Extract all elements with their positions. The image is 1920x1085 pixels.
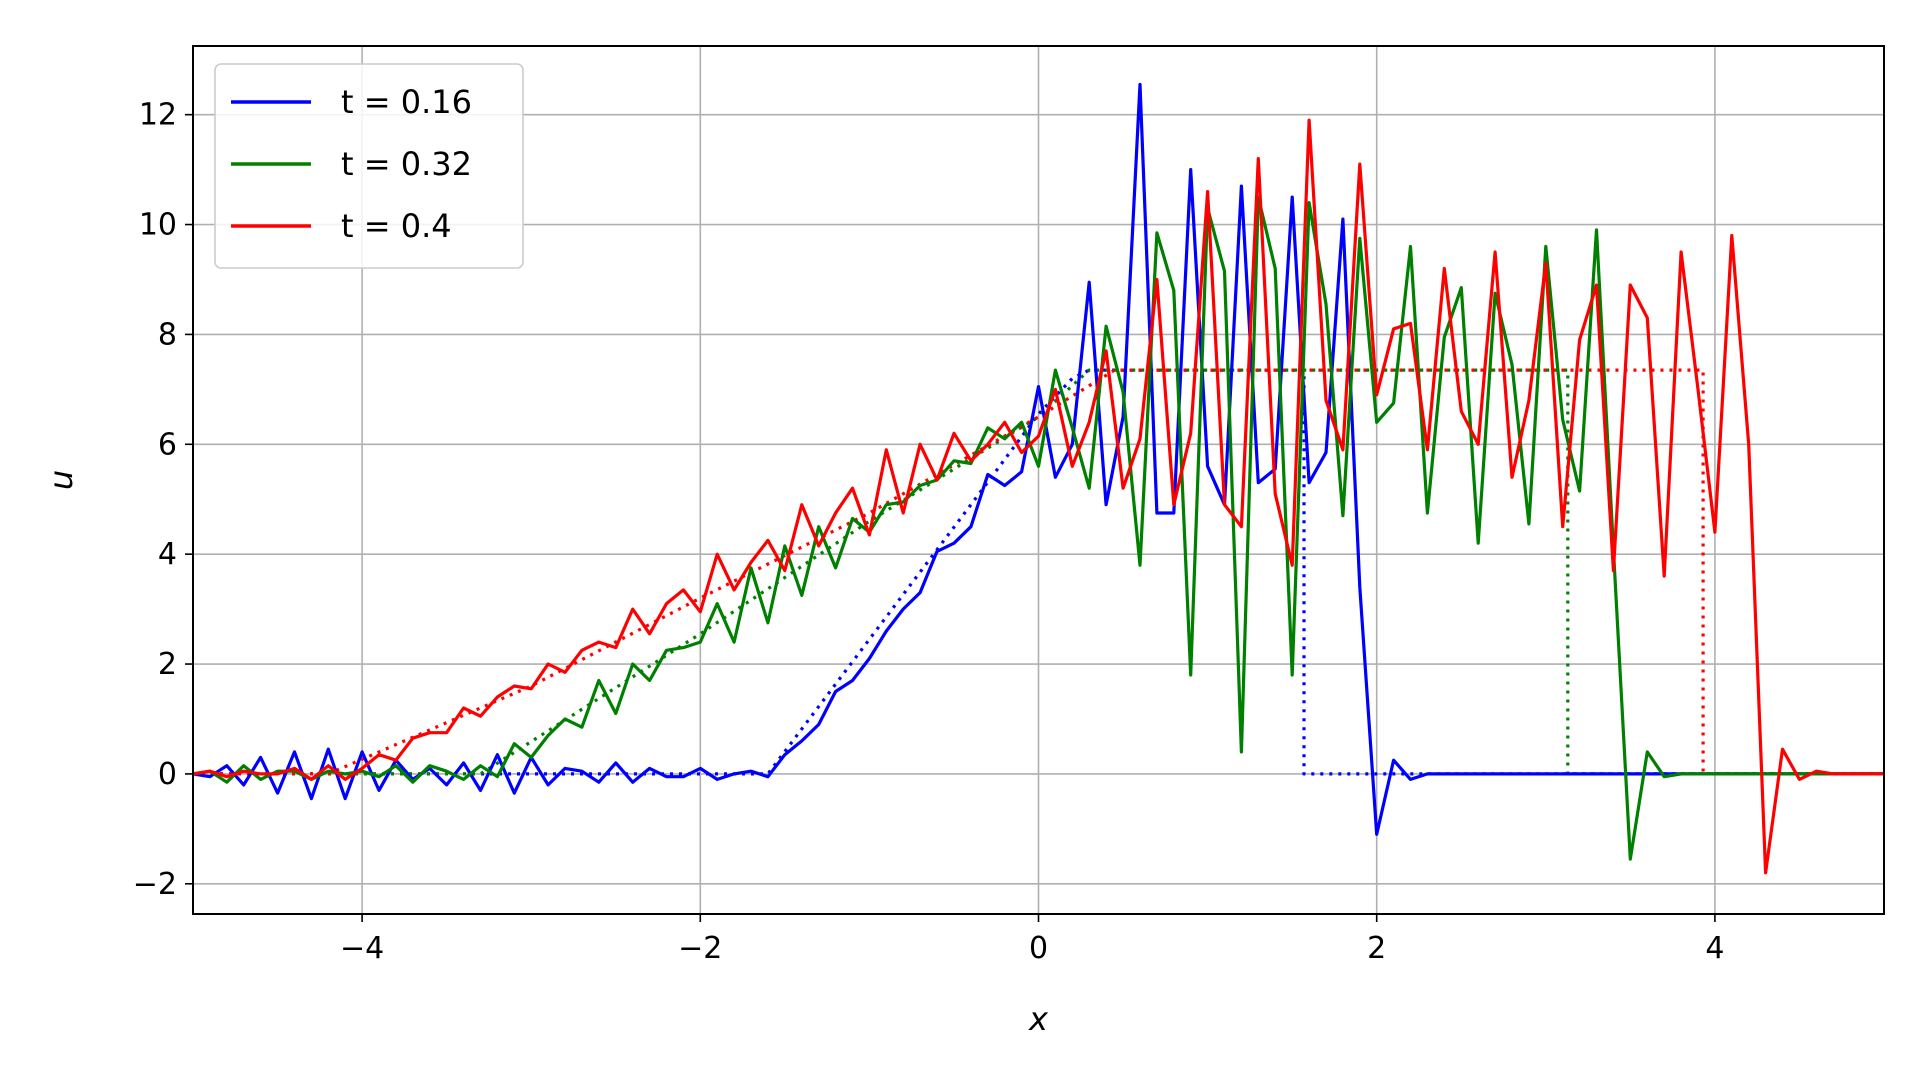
legend-label: t = 0.16 — [341, 83, 472, 121]
x-tick-label: 4 — [1705, 931, 1724, 966]
y-tick-label: 12 — [139, 98, 177, 133]
y-tick-label: 10 — [139, 208, 177, 243]
series-line-t-0-4 — [193, 118, 1884, 875]
legend-label: t = 0.4 — [341, 207, 452, 245]
series-line-t-0-16 — [193, 82, 1884, 836]
y-tick-label: 0 — [158, 757, 177, 792]
axis-ticks: −4 −2 0 2 4 −2 0 2 4 6 8 10 12 — [133, 98, 1725, 966]
legend-label: t = 0.32 — [341, 145, 472, 183]
x-tick-label: 2 — [1367, 931, 1386, 966]
reference-line-dotted — [193, 368, 1884, 776]
y-tick-label: −2 — [133, 867, 177, 902]
x-tick-label: −4 — [340, 931, 384, 966]
series-lines — [193, 82, 1884, 875]
y-tick-label: 8 — [158, 317, 177, 352]
reference-line-dotted — [193, 368, 1884, 776]
legend: t = 0.16 t = 0.32 t = 0.4 — [214, 63, 524, 269]
series-line-t-0-32 — [193, 195, 1884, 861]
y-tick-label: 4 — [158, 537, 177, 572]
legend-box — [214, 63, 524, 269]
x-tick-label: 0 — [1029, 931, 1048, 966]
x-axis-label: x — [1028, 1000, 1049, 1038]
x-tick-label: −2 — [678, 931, 722, 966]
y-axis-label: u — [42, 470, 80, 490]
reference-line-dotted — [193, 368, 1884, 776]
y-tick-label: 2 — [158, 647, 177, 682]
y-tick-label: 6 — [158, 427, 177, 462]
